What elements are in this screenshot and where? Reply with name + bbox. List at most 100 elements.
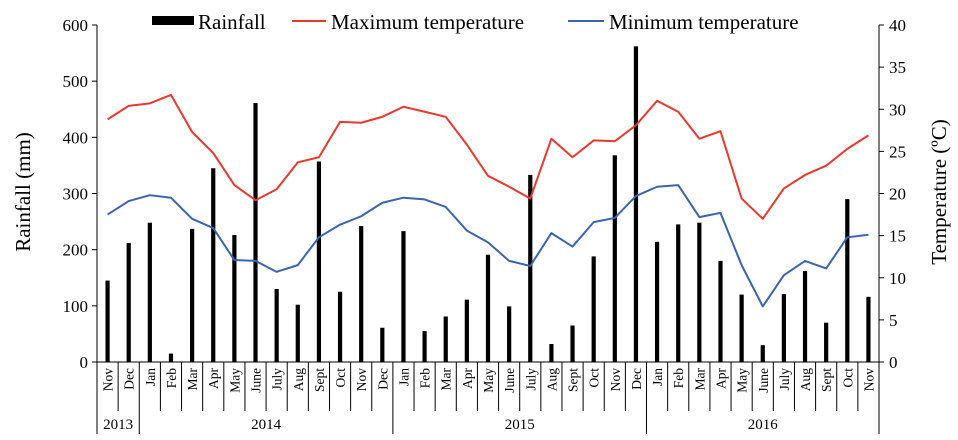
rainfall-bar (781, 294, 786, 362)
rainfall-bar (676, 224, 681, 362)
x-month-label: Feb (418, 368, 433, 389)
rainfall-bar (464, 299, 469, 362)
rainfall-bar (654, 241, 660, 362)
x-month-label: Aug (291, 368, 306, 391)
x-month-label: Dec (375, 368, 390, 390)
rainfall-bar (295, 304, 300, 362)
x-month-label: July (777, 368, 792, 391)
x-month-label: Jan (396, 368, 411, 386)
rainfall-bar (380, 327, 385, 362)
rainfall-bar (866, 296, 871, 362)
x-month-label: Sept (566, 368, 581, 392)
x-month-label: June (502, 368, 517, 393)
rainfall-bar (845, 199, 850, 362)
rainfall-bar (485, 254, 491, 362)
x-month-label: Aug (798, 368, 813, 391)
rainfall-bar (718, 260, 723, 362)
y-left-tick-label: 600 (63, 16, 89, 35)
rainfall-bar (190, 228, 195, 362)
rainfall-bar (337, 291, 343, 362)
y-right-tick-label: 15 (889, 227, 906, 246)
y-right-tick-label: 10 (889, 269, 906, 288)
x-year-label: 2015 (505, 417, 535, 433)
x-month-label: Jan (143, 368, 158, 386)
x-month-label: Mar (185, 368, 200, 391)
x-month-label: Apr (206, 368, 221, 389)
y-right-tick-label: 40 (889, 16, 906, 35)
y-axis-left-label: Rainfall (mm) (11, 132, 35, 252)
x-month-label: Sept (312, 368, 327, 392)
x-month-label: June (756, 368, 771, 393)
y-left-tick-label: 200 (63, 241, 89, 260)
rainfall-bar (211, 168, 216, 362)
x-month-label: July (270, 368, 285, 391)
x-month-label: Jan (650, 368, 665, 386)
x-month-label: Oct (333, 368, 348, 388)
rainfall-bar (443, 316, 448, 362)
x-month-label: May (735, 368, 750, 393)
y-axis-right-label: Temperature (ºC) (927, 119, 951, 265)
rainfall-bar (528, 174, 533, 362)
rainfall-bar (126, 242, 131, 362)
x-month-label: Sept (819, 368, 834, 392)
x-month-label: Aug (544, 368, 559, 391)
max-temperature-line (107, 93, 869, 220)
rainfall-bar (232, 235, 237, 362)
rainfall-bar (507, 306, 512, 362)
rainfall-bar (760, 345, 765, 362)
rainfall-bar (591, 256, 596, 362)
x-month-label: Feb (164, 368, 179, 389)
x-month-label: Oct (840, 368, 855, 388)
rainfall-bar (802, 271, 808, 362)
y-left-tick-label: 400 (63, 128, 89, 147)
legend-rainfall-label: Rainfall (198, 10, 266, 34)
rainfall-bar (359, 226, 364, 362)
y-left-tick-label: 100 (63, 297, 89, 316)
y-right-tick-label: 35 (889, 58, 906, 77)
x-month-label: Dec (122, 368, 137, 390)
y-left-tick-label: 0 (80, 353, 89, 372)
x-month-label: Oct (587, 368, 602, 388)
rainfall-bar (147, 222, 152, 362)
x-month-label: Dec (629, 368, 644, 390)
y-right-tick-label: 0 (889, 353, 898, 372)
rainfall-bar (824, 322, 829, 362)
x-month-label: Nov (608, 368, 623, 391)
rainfall-bars (105, 46, 871, 363)
rainfall-bar (316, 161, 322, 362)
rainfall-bar (253, 103, 258, 362)
x-month-label: June (249, 368, 264, 393)
rainfall-bar (274, 288, 279, 362)
rainfall-bar (105, 280, 110, 362)
x-month-label: Apr (713, 368, 728, 389)
temperature-lines (107, 93, 869, 308)
legend-rainfall-swatch (152, 16, 194, 25)
x-month-label: May (481, 368, 496, 393)
x-month-label: July (523, 368, 538, 391)
x-year-label: 2016 (748, 417, 779, 433)
y-right-tick-label: 5 (889, 311, 898, 330)
x-year-label: 2014 (251, 417, 282, 433)
x-month-label: Mar (439, 368, 454, 391)
x-month-label: Mar (692, 368, 707, 391)
rainfall-bar (633, 46, 639, 363)
rainfall-bar (739, 294, 744, 362)
rainfall-bar (570, 325, 575, 362)
x-year-label: 2013 (103, 417, 133, 433)
x-month-label: Nov (101, 368, 116, 391)
rainfall-bar (168, 353, 174, 362)
y-right-tick-label: 25 (889, 142, 906, 161)
x-month-label: May (227, 368, 242, 393)
rainfall-bar (697, 222, 702, 362)
x-month-label: Nov (861, 368, 876, 391)
x-month-label: Apr (460, 368, 475, 389)
min-temperature-line (107, 184, 869, 308)
legend-max-temp-label: Maximum temperature (331, 10, 524, 34)
rainfall-bar (401, 231, 406, 362)
x-month-label: Nov (354, 368, 369, 391)
rainfall-bar (422, 331, 427, 362)
y-right-tick-label: 30 (889, 100, 906, 119)
y-left-tick-label: 500 (63, 72, 89, 91)
